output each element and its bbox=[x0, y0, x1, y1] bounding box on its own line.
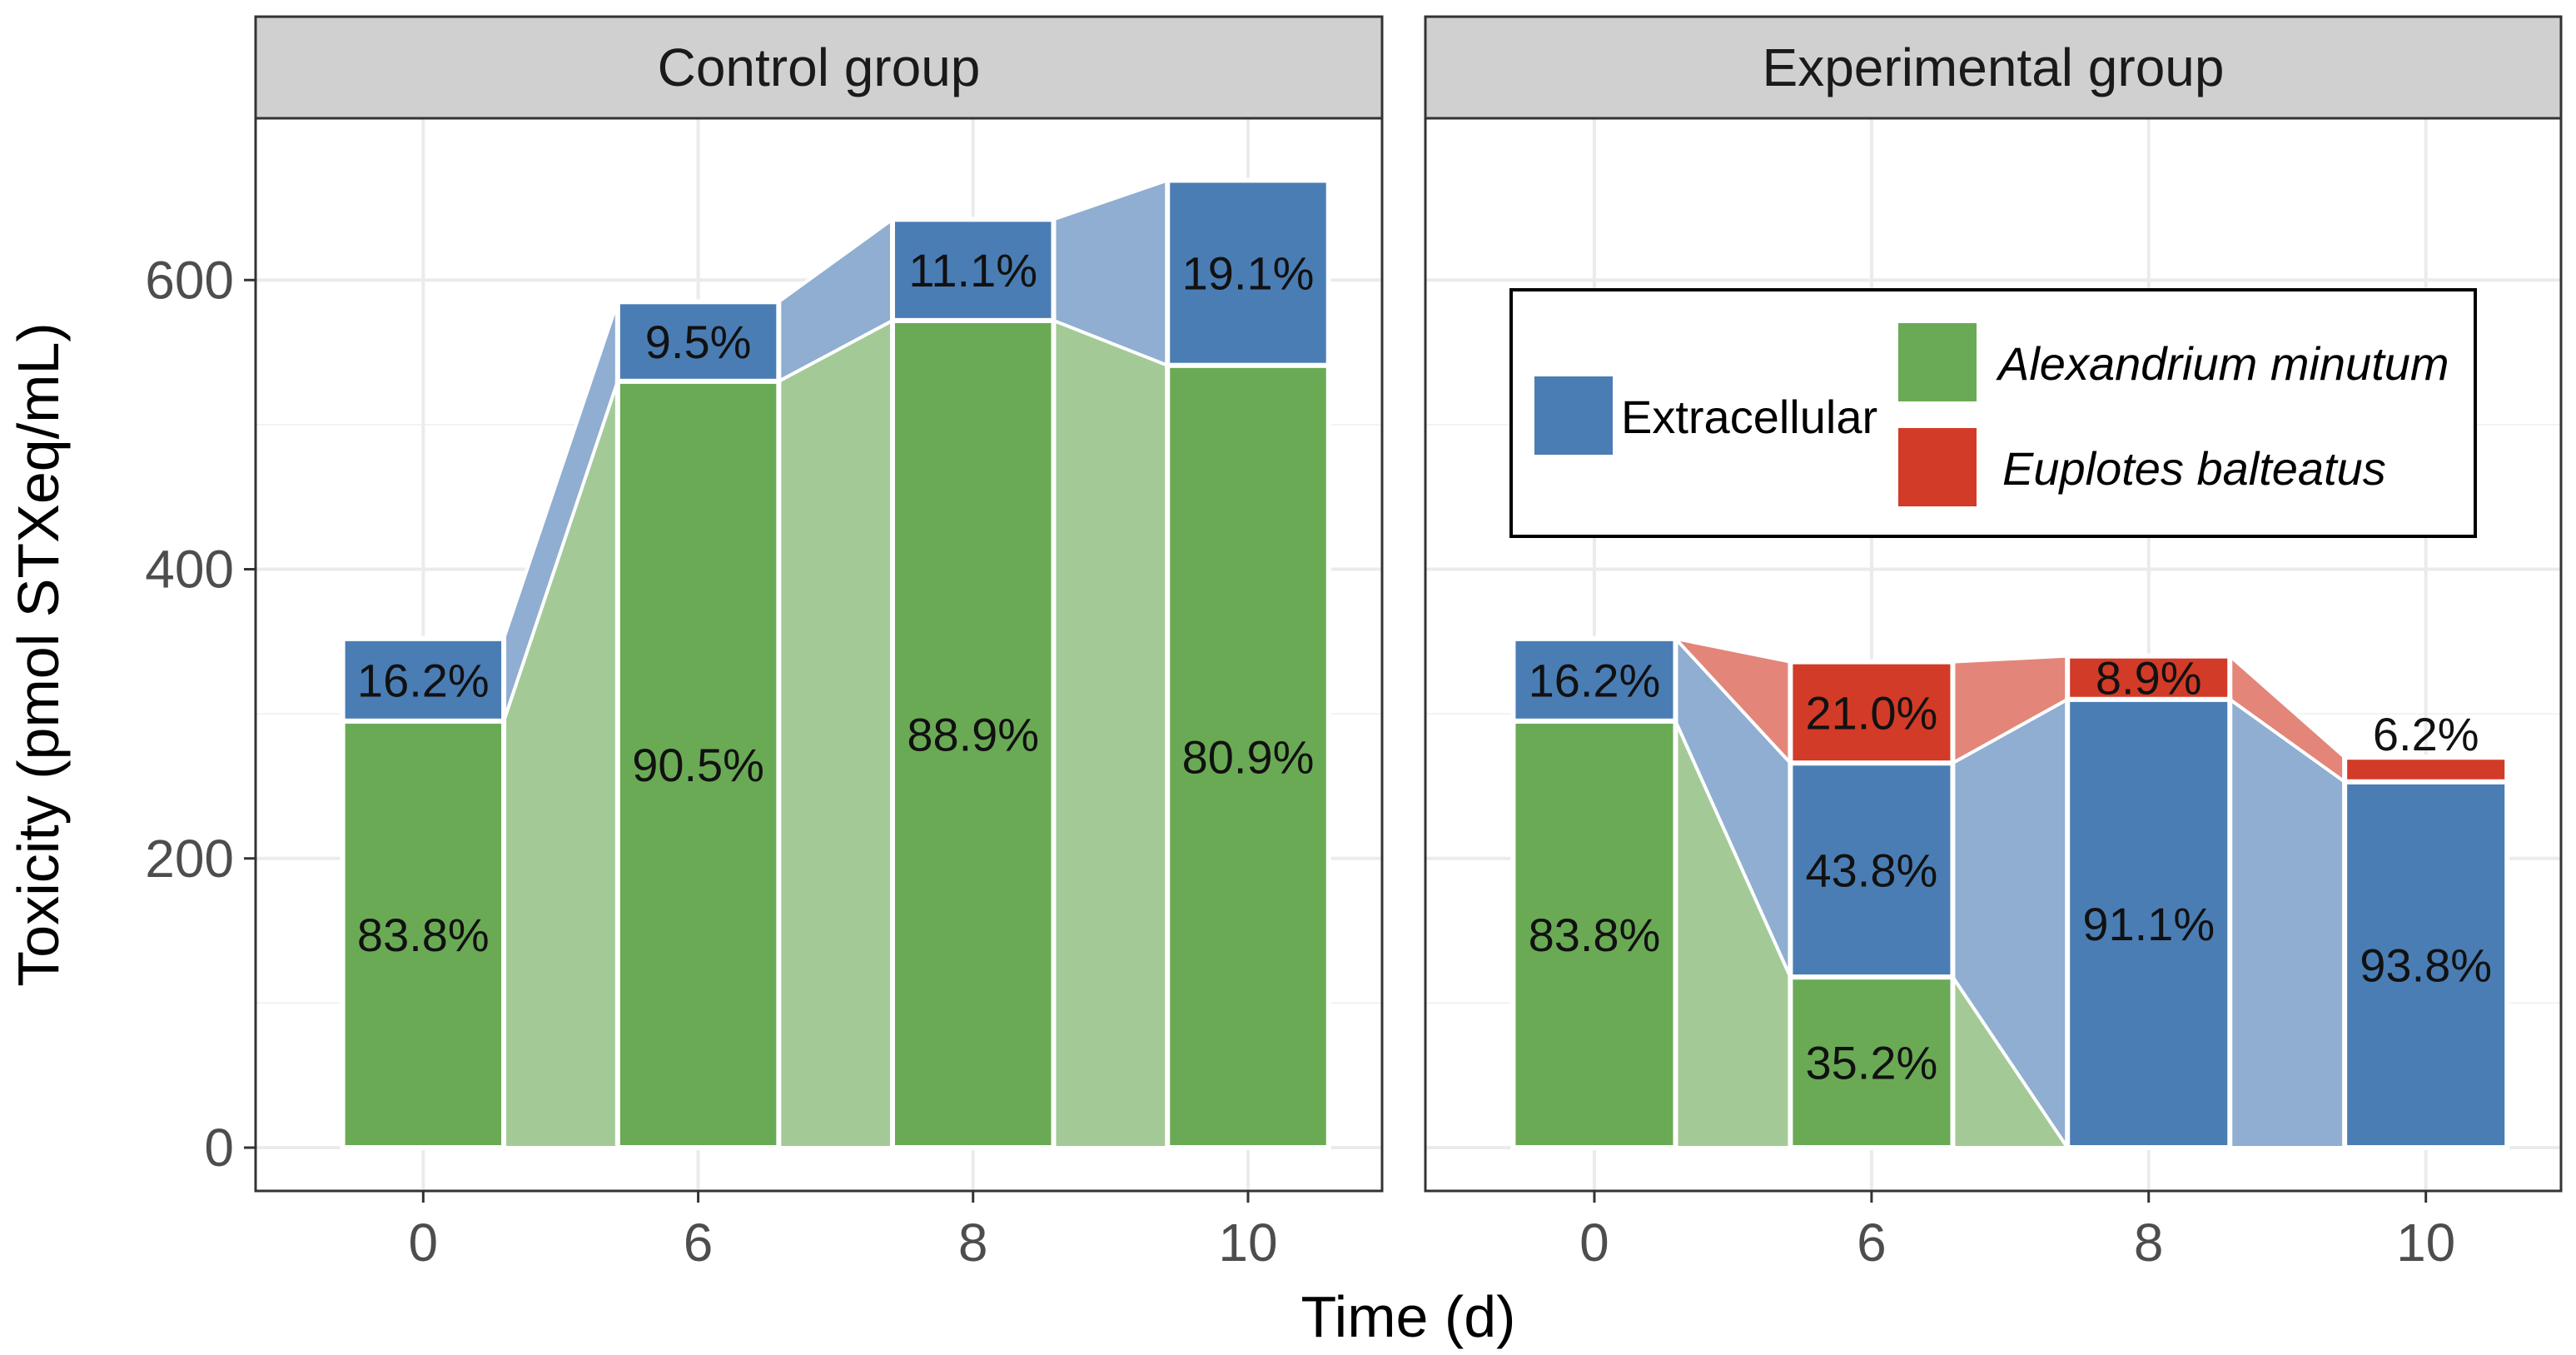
x-tick-label: 6 bbox=[1857, 1213, 1887, 1273]
x-tick-label: 0 bbox=[409, 1213, 439, 1273]
x-tick-label: 10 bbox=[1218, 1213, 1277, 1273]
data-label-alexandrium-minutum-day-0: 83.8% bbox=[357, 909, 490, 961]
y-tick-label: 200 bbox=[145, 829, 234, 889]
bars bbox=[1510, 635, 2510, 1150]
bar-segment-alexandrium-minutum-day-10 bbox=[1165, 362, 1331, 1150]
panel-control-group: 83.8% 16.2% 90.5% 9.5% 88.9% 11.1% 80.9% 19.1% bbox=[254, 117, 1384, 1193]
legend-box bbox=[1509, 288, 2477, 538]
data-label-alexandrium-minutum-day-8: 88.9% bbox=[907, 708, 1039, 760]
data-label-extracellular-day-6: 9.5% bbox=[645, 316, 752, 368]
data-label-extracellular-day-8: 11.1% bbox=[908, 244, 1037, 296]
bar-segment-extracellular-day-0 bbox=[1510, 635, 1678, 724]
data-label-extracellular-day-6: 43.8% bbox=[1806, 844, 1938, 897]
x-tick-label: 6 bbox=[684, 1213, 714, 1273]
x-tick-label: 0 bbox=[1579, 1213, 1609, 1273]
bar-segment-euplotes-balteatus-day-6 bbox=[1788, 659, 1956, 766]
flow-alexandrium-minutum bbox=[1052, 317, 1170, 1149]
data-label-alexandrium-minutum-day-10: 80.9% bbox=[1182, 730, 1315, 783]
panel-border bbox=[254, 117, 1384, 1193]
data-label-extracellular-day-10: 19.1% bbox=[1182, 247, 1315, 300]
data-label-extracellular-day-0: 16.2% bbox=[357, 654, 490, 706]
bar-segment-extracellular-day-6 bbox=[1788, 760, 1956, 980]
facet-strips: Control group Experimental group bbox=[254, 15, 2563, 120]
bar-segment-extracellular-day-8 bbox=[2065, 696, 2233, 1150]
legend-label-extracellular: Extracellular bbox=[1621, 391, 1877, 443]
bar-segment-extracellular-day-10 bbox=[2342, 779, 2510, 1150]
bar-segment-extracellular-day-0 bbox=[340, 635, 507, 724]
facet-strip-experimental-group bbox=[1424, 15, 2563, 120]
legend-key-euplotes-balteatus bbox=[1898, 428, 1977, 506]
data-label-euplotes-balteatus-day-10: 6.2% bbox=[2373, 708, 2479, 760]
bar-segment-euplotes-balteatus-day-10 bbox=[2342, 755, 2510, 785]
bar-segment-extracellular-day-6 bbox=[614, 299, 782, 384]
facet-title-control-group: Control group bbox=[658, 37, 981, 97]
y-axis-title: Toxicity (pmol STXeq/mL) bbox=[6, 322, 71, 986]
legend-key-extracellular bbox=[1534, 376, 1613, 455]
x-tick-label: 8 bbox=[958, 1213, 988, 1273]
y-tick-label: 0 bbox=[204, 1118, 234, 1178]
legend-label-alexandrium-minutum: Alexandrium minutum bbox=[1996, 337, 2449, 390]
bar-segment-alexandrium-minutum-day-8 bbox=[889, 317, 1057, 1150]
data-labels: 83.8% 16.2% 90.5% 9.5% 88.9% 11.1% 80.9% 19.1% bbox=[357, 244, 1314, 961]
data-label-euplotes-balteatus-day-6: 21.0% bbox=[1806, 686, 1938, 739]
data-label-alexandrium-minutum-day-0: 83.8% bbox=[1529, 909, 1661, 961]
x-axis-title: Time (d) bbox=[1301, 1284, 1516, 1349]
bar-segment-extracellular-day-10 bbox=[1165, 177, 1331, 368]
x-tick-label: 8 bbox=[2134, 1213, 2164, 1273]
legend-label-euplotes-balteatus: Euplotes balteatus bbox=[2002, 442, 2386, 495]
data-label-alexandrium-minutum-day-6: 35.2% bbox=[1806, 1037, 1938, 1089]
data-labels: 83.8% 16.2% 35.2% 43.8% 21.0% 91.1% 8.9% 93.8% 6… bbox=[1529, 652, 2493, 1089]
data-label-extracellular-day-0: 16.2% bbox=[1529, 654, 1661, 706]
bar-segment-alexandrium-minutum-day-6 bbox=[1788, 974, 1956, 1150]
bar-segment-extracellular-day-8 bbox=[889, 217, 1057, 323]
data-label-extracellular-day-10: 93.8% bbox=[2360, 939, 2492, 991]
data-label-alexandrium-minutum-day-6: 90.5% bbox=[632, 739, 764, 791]
flows bbox=[502, 177, 1170, 1149]
bar-segment-euplotes-balteatus-day-8 bbox=[2065, 653, 2233, 702]
legend: Extracellular Alexandrium minutum Euplotes… bbox=[1509, 288, 2477, 538]
y-tick-label: 600 bbox=[145, 250, 234, 310]
y-tick-label: 400 bbox=[145, 540, 234, 600]
panel-border bbox=[1424, 117, 2563, 1193]
panel-experimental-group: 83.8% 16.2% 35.2% 43.8% 21.0% 91.1% 8.9% 93.8% 6… bbox=[1424, 117, 2563, 1193]
facet-panels: 83.8%16.2%90.5%9.5%88.9%11.1%80.9%19.1%8… bbox=[254, 117, 2563, 1193]
facet-title-experimental-group: Experimental group bbox=[1763, 37, 2225, 97]
facet-strip-control-group bbox=[254, 15, 1384, 120]
data-label-euplotes-balteatus-day-8: 8.9% bbox=[2096, 652, 2202, 705]
bar-segment-alexandrium-minutum-day-6 bbox=[614, 378, 782, 1150]
flow-alexandrium-minutum bbox=[777, 317, 894, 1149]
flows bbox=[1670, 634, 2347, 1153]
bars bbox=[340, 177, 1331, 1150]
axes: 0 6 8 10 0 6 8 10 0 200 400 600 Time (d) Toxicity (pm… bbox=[6, 250, 2455, 1349]
data-label-extracellular-day-8: 91.1% bbox=[2082, 898, 2215, 950]
legend-key-alexandrium-minutum bbox=[1898, 323, 1977, 401]
x-tick-label: 10 bbox=[2396, 1213, 2455, 1273]
